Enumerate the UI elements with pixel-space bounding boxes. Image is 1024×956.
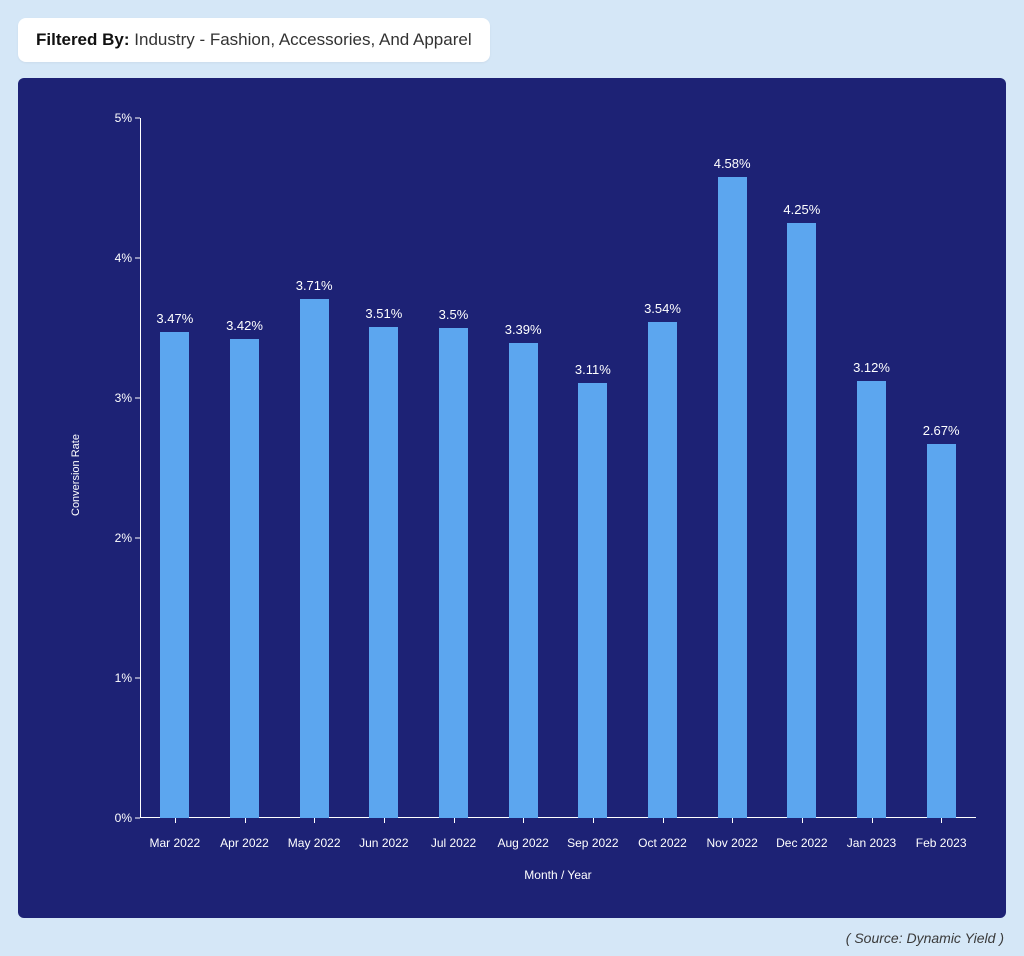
bar-value-label: 3.51% (365, 306, 402, 327)
x-tick-mark (454, 818, 455, 823)
chart-card: 0% 1% 2% 3% 4% 5% 3.47% Mar 2022 3.42% Apr 2022 3.… (18, 78, 1006, 918)
y-axis-line (140, 118, 141, 818)
bar-value-label: 3.39% (505, 322, 542, 343)
bar (439, 328, 468, 818)
x-tick-label: Aug 2022 (497, 836, 548, 850)
y-tick-mark (135, 258, 140, 259)
x-tick-label: Jan 2023 (847, 836, 896, 850)
x-tick-mark (175, 818, 176, 823)
y-tick-label: 4% (92, 251, 132, 265)
x-axis-label: Month / Year (458, 868, 658, 882)
x-tick-label: Mar 2022 (149, 836, 200, 850)
bar (230, 339, 259, 818)
x-tick-label: Apr 2022 (220, 836, 269, 850)
filter-value: Industry - Fashion, Accessories, And App… (134, 30, 471, 49)
x-tick-label: Feb 2023 (916, 836, 967, 850)
bar-value-label: 3.42% (226, 318, 263, 339)
bar-value-label: 3.11% (575, 362, 611, 383)
y-tick-label: 1% (92, 671, 132, 685)
bar-value-label: 3.5% (439, 307, 469, 328)
y-tick-label: 3% (92, 391, 132, 405)
bar (160, 332, 189, 818)
x-tick-mark (314, 818, 315, 823)
y-tick-label: 5% (92, 111, 132, 125)
source-text: ( Source: Dynamic Yield ) (846, 930, 1004, 946)
filter-label: Filtered By: (36, 30, 130, 49)
bar (578, 383, 607, 818)
x-tick-label: Dec 2022 (776, 836, 827, 850)
x-tick-mark (732, 818, 733, 823)
bar (509, 343, 538, 818)
bar (927, 444, 956, 818)
x-tick-mark (802, 818, 803, 823)
x-tick-mark (384, 818, 385, 823)
x-tick-label: May 2022 (288, 836, 341, 850)
bar-value-label: 3.71% (296, 278, 333, 299)
x-tick-mark (941, 818, 942, 823)
y-tick-mark (135, 818, 140, 819)
y-axis-label: Conversion Rate (70, 434, 82, 516)
bar (648, 322, 677, 818)
y-tick-mark (135, 118, 140, 119)
bar (369, 327, 398, 818)
x-tick-label: Jun 2022 (359, 836, 408, 850)
y-tick-label: 0% (92, 811, 132, 825)
x-axis-line (140, 817, 976, 818)
x-tick-mark (663, 818, 664, 823)
x-tick-label: Nov 2022 (706, 836, 757, 850)
bar (300, 299, 329, 818)
y-tick-mark (135, 398, 140, 399)
bar (718, 177, 747, 818)
y-tick-mark (135, 678, 140, 679)
bar-value-label: 4.58% (714, 156, 751, 177)
x-tick-mark (593, 818, 594, 823)
x-tick-mark (872, 818, 873, 823)
page-container: Filtered By: Industry - Fashion, Accesso… (0, 0, 1024, 956)
bar (787, 223, 816, 818)
bar (857, 381, 886, 818)
bar-value-label: 4.25% (783, 202, 820, 223)
filter-pill: Filtered By: Industry - Fashion, Accesso… (18, 18, 490, 62)
x-tick-mark (523, 818, 524, 823)
x-tick-label: Oct 2022 (638, 836, 687, 850)
chart-plot-area: 0%1%2%3%4%5%3.47%Mar 20223.42%Apr 20223.… (140, 118, 976, 818)
x-tick-label: Jul 2022 (431, 836, 476, 850)
bar-value-label: 3.12% (853, 360, 890, 381)
y-tick-label: 2% (92, 531, 132, 545)
bar-value-label: 3.54% (644, 301, 681, 322)
bar-value-label: 2.67% (923, 423, 960, 444)
x-tick-mark (245, 818, 246, 823)
bar-value-label: 3.47% (156, 311, 193, 332)
x-tick-label: Sep 2022 (567, 836, 618, 850)
y-tick-mark (135, 538, 140, 539)
